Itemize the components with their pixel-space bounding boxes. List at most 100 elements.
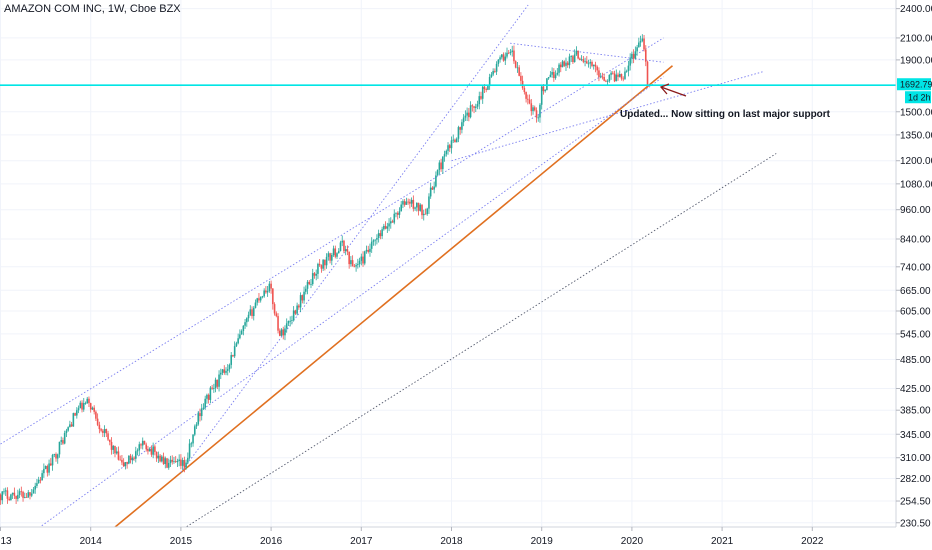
candle-up (516, 67, 519, 69)
candle-up (499, 57, 501, 60)
candle-up (587, 63, 590, 65)
candle-up (311, 273, 314, 285)
candle-down (119, 459, 121, 461)
price-tick-label: 425.00 (900, 384, 931, 395)
candle-up (261, 296, 264, 298)
candle-down (74, 413, 76, 416)
candle-up (18, 491, 21, 495)
arrow-shaft (660, 86, 687, 97)
candle-down (258, 298, 260, 301)
candle-up (452, 139, 455, 141)
candle-up (464, 115, 467, 118)
candle-up (537, 117, 540, 119)
candle-up (490, 74, 493, 78)
candle-up (540, 86, 543, 105)
candle-up (242, 325, 245, 332)
candle-down (102, 430, 104, 433)
candle-up (429, 187, 432, 197)
candle-up (325, 256, 328, 266)
candle-up (79, 402, 82, 409)
candle-up (365, 249, 368, 252)
candle-down (107, 433, 109, 440)
candle-up (332, 248, 335, 255)
candle-up (148, 448, 151, 452)
candle-up (91, 407, 94, 410)
candle-up (631, 53, 633, 59)
candle-up (495, 63, 498, 72)
candle-up (551, 72, 553, 75)
time-axis[interactable]: 2013 2014 2015 2016 2017 2018 2019 2020 2021 2022 (0, 526, 896, 547)
candle-up (37, 479, 40, 484)
candle-down (502, 54, 505, 61)
price-tick-label: 2100.00 (900, 33, 932, 44)
candle-up (544, 90, 546, 92)
candle-down (174, 461, 177, 463)
candle-down (270, 283, 272, 289)
candle-down (473, 106, 475, 108)
candle-up (341, 240, 344, 243)
candle-up (455, 138, 458, 143)
candle-up (357, 264, 359, 266)
time-tick-label: 2018 (440, 536, 463, 547)
candle-down (577, 50, 579, 59)
candle-down (459, 127, 461, 130)
candle-down (171, 459, 174, 462)
candle-down (15, 495, 17, 499)
candle-down (70, 424, 73, 427)
candle-down (563, 61, 566, 66)
candle-up (501, 54, 503, 58)
candle-up (225, 370, 227, 373)
price-tick-label: 605.00 (900, 307, 931, 318)
candle-down (353, 266, 356, 268)
candle-down (525, 92, 527, 99)
candle-up (256, 298, 259, 303)
channel-trendline (510, 42, 664, 63)
candle-down (150, 448, 153, 455)
candle-up (547, 77, 550, 79)
candle-up (376, 237, 378, 240)
candle-up (27, 492, 30, 498)
price-tick-label: 545.00 (900, 329, 931, 340)
candle-up (393, 213, 396, 223)
candle-up (1, 491, 4, 501)
candle-down (199, 413, 201, 417)
time-tick-label: 2022 (801, 536, 824, 547)
candle-down (154, 446, 156, 452)
candle-down (88, 398, 90, 404)
candle-down (612, 72, 614, 74)
price-tick-label: 282.00 (900, 474, 931, 485)
price-tick-label: 740.00 (900, 262, 931, 273)
candle-up (167, 462, 170, 468)
candle-up (360, 256, 363, 261)
candle-up (589, 61, 592, 64)
candle-up (344, 249, 347, 252)
channel-trendline (39, 76, 664, 527)
price-axis[interactable]: 230.50 254.50 282.00 310.00 345.00 385.00 425.… (895, 0, 932, 529)
candle-down (533, 107, 536, 111)
candle-up (235, 343, 238, 347)
candle-down (275, 313, 278, 317)
candle-up (237, 338, 239, 344)
candle-up (462, 117, 465, 123)
candle-down (518, 67, 520, 76)
candle-up (254, 302, 257, 308)
candle-down (95, 411, 97, 419)
support-trendline (113, 65, 674, 527)
candle-up (487, 86, 489, 90)
candle-up (285, 323, 288, 329)
candle-up (67, 427, 69, 431)
candle-down (320, 265, 323, 269)
candle-down (523, 88, 526, 93)
candle-down (594, 64, 597, 67)
candle-up (296, 305, 298, 314)
candle-down (62, 440, 64, 444)
countdown-tag-box (905, 91, 931, 104)
candle-up (539, 104, 541, 118)
candle-up (386, 226, 389, 229)
candle-up (209, 387, 212, 400)
candle-down (471, 105, 474, 107)
candle-up (592, 64, 595, 66)
candle-up (292, 310, 295, 321)
candle-up (546, 78, 548, 91)
